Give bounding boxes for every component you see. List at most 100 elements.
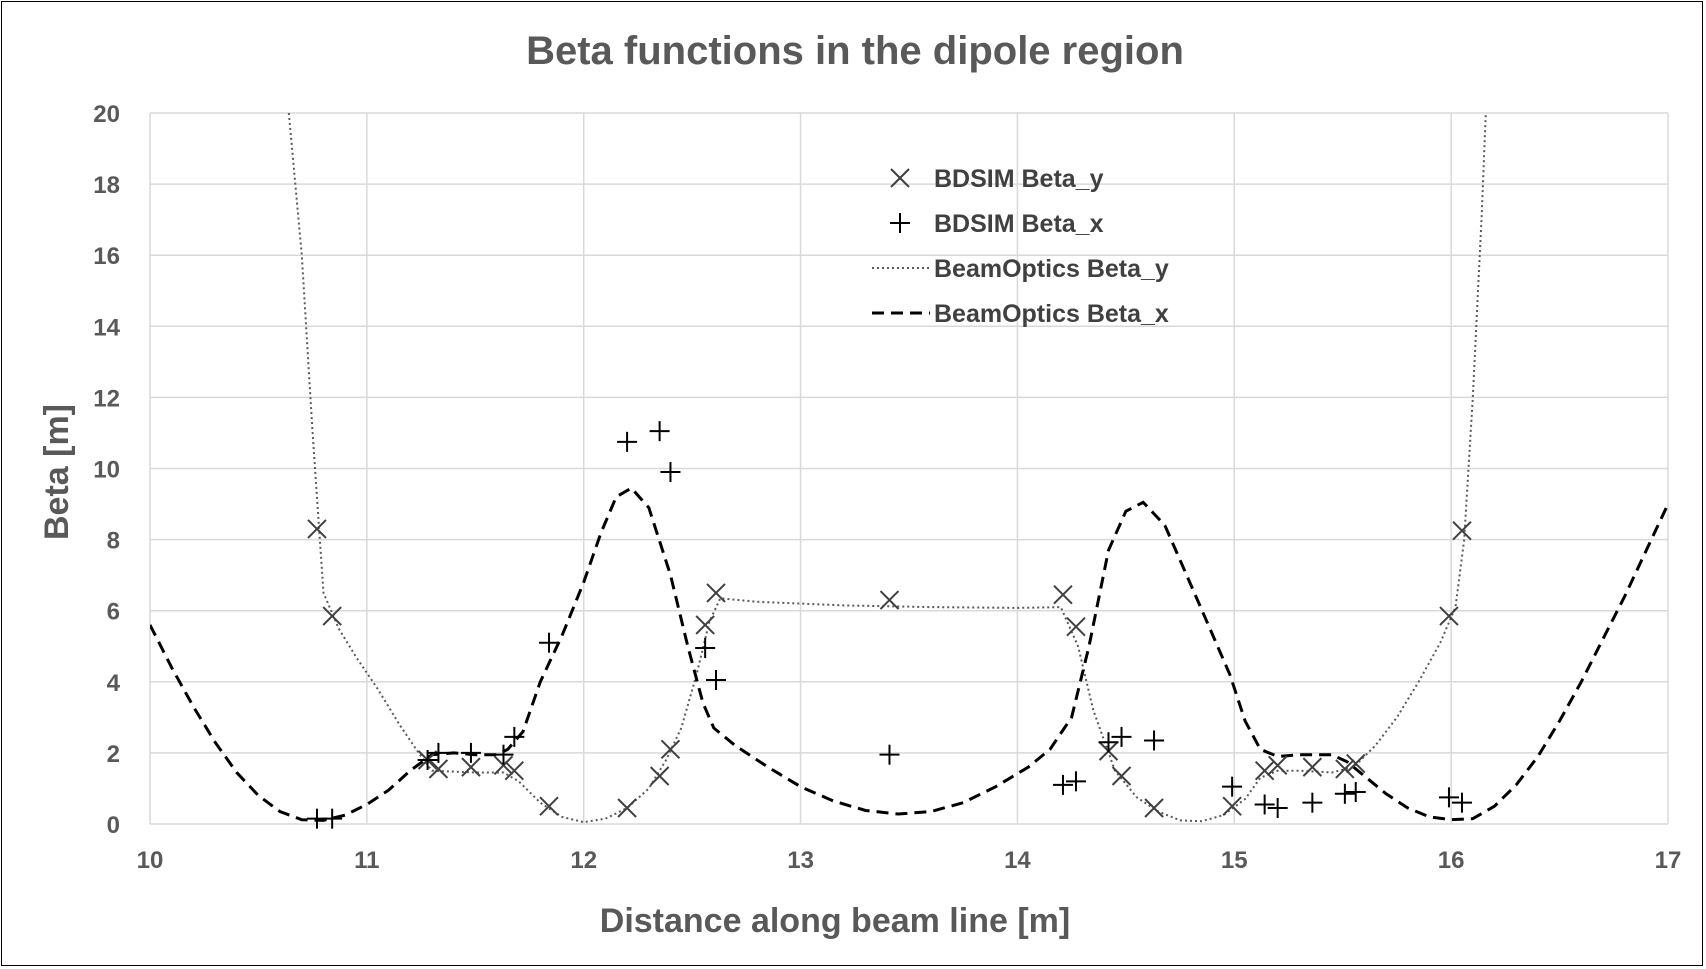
data-point	[1452, 521, 1472, 541]
data-point	[1222, 796, 1242, 816]
marker-stroke	[1452, 521, 1472, 541]
marker-stroke	[1053, 584, 1073, 605]
marker-stroke	[1439, 606, 1459, 626]
marker-stroke	[617, 798, 637, 818]
data-point	[322, 808, 343, 829]
marker-stroke	[695, 615, 715, 635]
data-point	[461, 757, 481, 777]
data-point	[504, 726, 525, 747]
marker-stroke	[890, 168, 910, 188]
marker-stroke	[504, 760, 525, 781]
y-tick-label: 16	[93, 243, 120, 270]
data-point	[417, 750, 438, 771]
data-point	[1334, 783, 1355, 804]
y-tick-label: 2	[107, 741, 120, 768]
legend-label: BeamOptics Beta_y	[934, 255, 1169, 283]
chart-title: Beta functions in the dipole region	[526, 29, 1184, 73]
data-point	[1345, 782, 1366, 803]
marker-stroke	[1222, 796, 1242, 816]
legend-item: BeamOptics Beta_y	[872, 255, 1169, 283]
marker-stroke	[649, 766, 670, 786]
data-point	[1451, 792, 1472, 813]
data-point	[1144, 730, 1165, 751]
legend-label: BDSIM Beta_x	[934, 210, 1104, 238]
data-point	[1053, 584, 1073, 605]
legend-label: BeamOptics Beta_x	[934, 300, 1169, 328]
data-point	[695, 638, 716, 659]
data-point	[705, 670, 726, 691]
data-point	[1335, 759, 1355, 779]
y-tick-label: 14	[93, 314, 120, 341]
marker-stroke	[493, 755, 514, 776]
data-point	[322, 606, 342, 626]
data-point	[1065, 771, 1086, 792]
marker-stroke	[1302, 757, 1323, 777]
x-tick-label: 10	[137, 847, 164, 874]
data-point	[1052, 774, 1073, 795]
y-axis-label: Beta [m]	[38, 404, 76, 540]
marker-stroke	[539, 796, 559, 816]
data-point	[660, 462, 681, 483]
data-point	[428, 759, 449, 779]
data-point	[1098, 732, 1119, 753]
series-line-beamoptics-beta-x	[150, 486, 1668, 822]
data-point	[493, 755, 514, 776]
data-point	[879, 744, 900, 765]
data-point	[428, 742, 449, 763]
marker-stroke	[1346, 753, 1366, 774]
data-point	[695, 615, 715, 635]
data-point	[493, 744, 514, 765]
marker-stroke	[307, 519, 327, 539]
marker-stroke	[879, 590, 900, 610]
marker-stroke	[428, 759, 449, 779]
marker-stroke	[322, 606, 342, 626]
y-tick-label: 12	[93, 385, 120, 412]
data-point	[1267, 755, 1288, 776]
grid	[149, 112, 1669, 825]
data-point	[1439, 606, 1459, 626]
data-point	[539, 796, 559, 816]
x-tick-label: 16	[1438, 847, 1465, 874]
data-point	[307, 519, 327, 539]
data-point	[649, 766, 670, 786]
x-tick-label: 17	[1655, 847, 1682, 874]
data-point	[1144, 798, 1164, 818]
x-tick-label: 13	[787, 847, 814, 874]
data-point	[1111, 766, 1132, 786]
marker-stroke	[660, 739, 681, 760]
y-tick-label: 18	[93, 172, 120, 199]
marker-stroke	[1144, 798, 1164, 818]
marker-stroke	[706, 583, 726, 603]
data-point	[1346, 753, 1366, 774]
data-point	[504, 760, 525, 781]
marker-stroke	[1254, 760, 1275, 781]
y-tick-label: 8	[107, 528, 120, 555]
axis-ticks: 10 11 12 13 14 15 16 17 0 2 4 6 8 10 12 14 16 18 20	[93, 101, 1681, 874]
marker-stroke	[1066, 616, 1086, 637]
marker-stroke	[1111, 766, 1132, 786]
y-tick-label: 4	[107, 670, 121, 697]
data-point	[1254, 794, 1275, 815]
x-axis-label: Distance along beam line [m]	[600, 902, 1070, 940]
data-point	[1254, 760, 1275, 781]
legend-marker	[890, 213, 910, 233]
x-tick-label: 11	[354, 847, 379, 874]
data-point	[1066, 616, 1086, 637]
data-point	[1111, 726, 1132, 747]
data-point	[460, 742, 481, 763]
y-tick-label: 20	[93, 101, 120, 128]
data-point	[1302, 792, 1323, 813]
y-tick-label: 10	[93, 457, 120, 484]
y-tick-label: 6	[107, 599, 120, 626]
y-tick-label: 0	[107, 812, 120, 839]
data-point	[539, 632, 560, 653]
legend-item: BDSIM Beta_y	[890, 165, 1104, 193]
data-point	[1222, 776, 1243, 797]
series-line-beamoptics-beta-y	[287, 113, 1487, 824]
data-point	[1302, 757, 1323, 777]
x-tick-label: 14	[1004, 847, 1031, 874]
data-point	[617, 431, 638, 452]
legend-label: BDSIM Beta_y	[934, 165, 1104, 193]
